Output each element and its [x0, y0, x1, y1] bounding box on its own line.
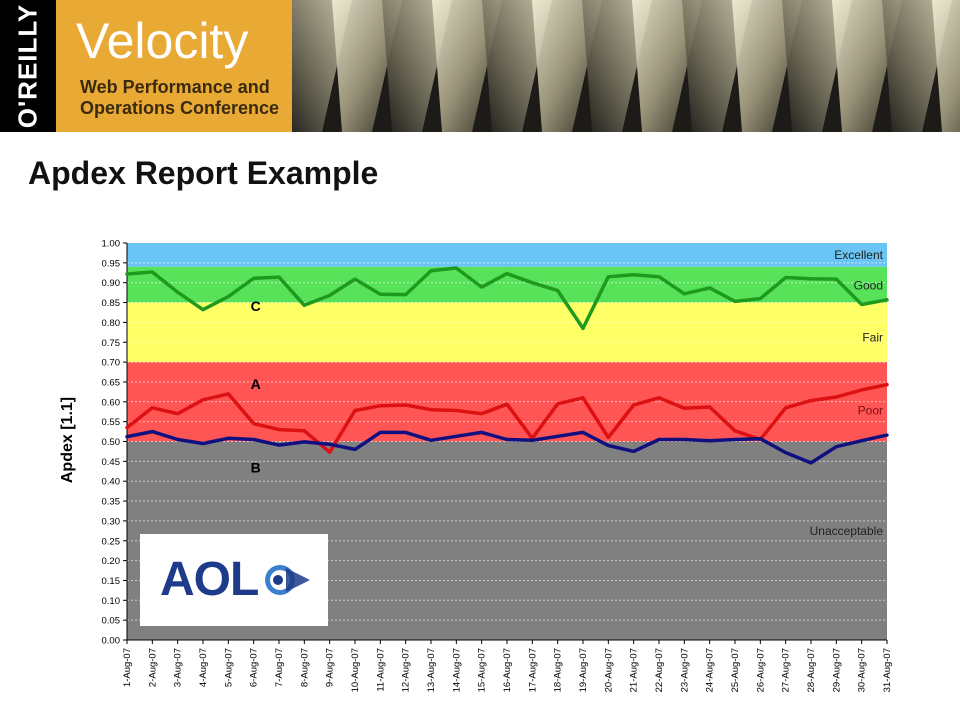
x-tick-label: 28-Aug-07: [806, 648, 817, 692]
velocity-logo-panel: [56, 0, 292, 132]
x-tick-label: 26-Aug-07: [755, 648, 766, 692]
x-tick-label: 7-Aug-07: [274, 648, 285, 687]
y-tick-label: 0.95: [102, 258, 121, 269]
y-tick-label: 0.15: [102, 576, 121, 587]
y-tick-label: 0.35: [102, 497, 121, 508]
x-tick-label: 15-Aug-07: [477, 648, 488, 692]
conference-name: Velocity: [76, 13, 249, 69]
y-tick-label: 0.50: [102, 437, 121, 448]
y-tick-label: 0.75: [102, 338, 121, 349]
turbine-blades-photo: [292, 0, 960, 132]
x-tick-label: 17-Aug-07: [527, 648, 538, 692]
series-label-b: B: [251, 459, 261, 475]
series-label-c: C: [251, 298, 261, 314]
x-tick-label: 29-Aug-07: [831, 648, 842, 692]
band-excellent: [127, 243, 887, 267]
x-tick-label: 6-Aug-07: [249, 648, 260, 687]
x-tick-label: 23-Aug-07: [679, 648, 690, 692]
y-axis-label: Apdex [1.1]: [59, 397, 76, 483]
y-tick-label: 0.25: [102, 536, 121, 547]
y-tick-label: 0.30: [102, 516, 121, 527]
y-tick-label: 0.90: [102, 278, 121, 289]
x-tick-label: 25-Aug-07: [730, 648, 741, 692]
aol-logo-text: AOL: [160, 553, 259, 606]
x-tick-label: 8-Aug-07: [299, 648, 310, 687]
x-tick-label: 31-Aug-07: [882, 648, 893, 692]
y-tick-label: 0.80: [102, 318, 121, 329]
x-tick-label: 16-Aug-07: [502, 648, 513, 692]
y-tick-label: 0.10: [102, 596, 121, 607]
x-tick-label: 24-Aug-07: [705, 648, 716, 692]
x-tick-label: 27-Aug-07: [781, 648, 792, 692]
x-tick-label: 9-Aug-07: [325, 648, 336, 687]
y-tick-label: 0.05: [102, 616, 121, 627]
y-tick-label: 0.45: [102, 457, 121, 468]
y-tick-label: 0.85: [102, 298, 121, 309]
x-tick-label: 4-Aug-07: [198, 648, 209, 687]
oreilly-logo: O'REILLY: [0, 0, 56, 132]
turbine-blade: [932, 0, 960, 132]
conference-subtitle: Web Performance and Operations Conferenc…: [80, 77, 280, 118]
x-tick-label: 1-Aug-07: [122, 648, 133, 687]
x-tick-label: 13-Aug-07: [426, 648, 437, 692]
y-tick-label: 0.65: [102, 377, 121, 388]
x-tick-label: 21-Aug-07: [629, 648, 640, 692]
band-label-excellent: Excellent: [834, 248, 883, 262]
band-label-unacceptable: Unacceptable: [810, 524, 884, 538]
y-tick-label: 0.70: [102, 358, 121, 369]
band-label-good: Good: [854, 278, 883, 292]
band-fair: [127, 302, 887, 363]
x-tick-label: 2-Aug-07: [147, 648, 158, 687]
conference-banner: O'REILLY Velocity Web Performance and Op…: [0, 0, 960, 132]
y-tick-label: 0.40: [102, 477, 121, 488]
band-label-poor: Poor: [858, 404, 883, 418]
x-tick-label: 18-Aug-07: [553, 648, 564, 692]
x-tick-label: 22-Aug-07: [654, 648, 665, 692]
x-tick-label: 14-Aug-07: [451, 648, 462, 692]
y-tick-label: 0.20: [102, 556, 121, 567]
aol-logo: AOL: [140, 534, 328, 626]
x-tick-label: 19-Aug-07: [578, 648, 589, 692]
y-tick-label: 0.60: [102, 397, 121, 408]
x-tick-label: 10-Aug-07: [350, 648, 361, 692]
x-tick-label: 11-Aug-07: [375, 648, 386, 692]
x-tick-label: 5-Aug-07: [223, 648, 234, 687]
y-tick-label: 0.55: [102, 417, 121, 428]
aol-triangle-icon: [265, 565, 310, 595]
x-tick-label: 3-Aug-07: [173, 648, 184, 687]
y-tick-label: 0.00: [102, 636, 121, 647]
x-tick-label: 12-Aug-07: [401, 648, 412, 692]
oreilly-logo-text: O'REILLY: [12, 3, 43, 129]
x-tick-label: 30-Aug-07: [857, 648, 868, 692]
page-title: Apdex Report Example: [28, 155, 379, 191]
x-tick-label: 20-Aug-07: [603, 648, 614, 692]
series-label-a: A: [251, 376, 261, 392]
apdex-chart: 0.00 0.05 0.10 0.15 0.20 0.25 0.30 0.35 0.40 0.45…: [59, 239, 893, 693]
y-tick-label: 1.00: [102, 239, 121, 250]
band-label-fair: Fair: [862, 330, 883, 344]
